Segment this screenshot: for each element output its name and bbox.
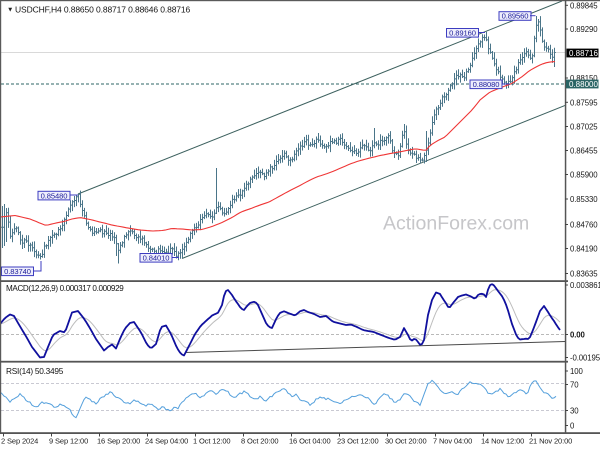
svg-text:14 Nov 12:00: 14 Nov 12:00 xyxy=(481,437,524,446)
svg-text:0.87595: 0.87595 xyxy=(570,98,598,107)
svg-text:2 Sep 2024: 2 Sep 2024 xyxy=(1,437,38,446)
svg-text:30 Oct 20:00: 30 Oct 20:00 xyxy=(385,437,427,446)
svg-text:0.89160: 0.89160 xyxy=(449,29,476,38)
svg-text:ActionForex.com: ActionForex.com xyxy=(383,213,529,235)
svg-text:0.89845: 0.89845 xyxy=(570,1,598,10)
svg-text:0.89560: 0.89560 xyxy=(502,12,529,21)
svg-text:8 Oct 20:00: 8 Oct 20:00 xyxy=(241,437,278,446)
svg-text:0.85480: 0.85480 xyxy=(41,191,68,200)
svg-text:9 Sep 12:00: 9 Sep 12:00 xyxy=(49,437,88,446)
svg-text:0.88716: 0.88716 xyxy=(569,49,598,58)
svg-text:30: 30 xyxy=(570,407,579,416)
svg-text:-0.00195: -0.00195 xyxy=(570,354,600,363)
svg-text:0.003861: 0.003861 xyxy=(570,281,600,290)
svg-text:24 Sep 04:00: 24 Sep 04:00 xyxy=(145,437,188,446)
svg-text:0.89290: 0.89290 xyxy=(570,25,598,34)
svg-text:16 Sep 20:00: 16 Sep 20:00 xyxy=(97,437,140,446)
svg-text:0.88150: 0.88150 xyxy=(570,74,598,83)
svg-text:1 Oct 12:00: 1 Oct 12:00 xyxy=(193,437,230,446)
svg-text:▼: ▼ xyxy=(7,7,13,14)
svg-text:0.87025: 0.87025 xyxy=(570,123,598,132)
svg-text:MACD(12,26,9) 0.000317 0.00092: MACD(12,26,9) 0.000317 0.000929 xyxy=(6,284,124,293)
svg-text:7 Nov 04:00: 7 Nov 04:00 xyxy=(433,437,472,446)
svg-text:70: 70 xyxy=(570,381,579,390)
svg-text:0.88000: 0.88000 xyxy=(569,80,598,89)
svg-text:0.84760: 0.84760 xyxy=(570,221,598,230)
svg-text:0.83635: 0.83635 xyxy=(570,270,598,279)
svg-text:100: 100 xyxy=(570,367,583,376)
svg-text:0.88080: 0.88080 xyxy=(473,80,500,89)
svg-text:0.85330: 0.85330 xyxy=(570,195,598,204)
svg-text:21 Nov 20:00: 21 Nov 20:00 xyxy=(529,437,572,446)
svg-text:23 Oct 12:00: 23 Oct 12:00 xyxy=(337,437,379,446)
svg-text:USDCHF,H4 0.88650 0.88717 0.8: USDCHF,H4 0.88650 0.88717 0.88646 0.8871… xyxy=(15,5,191,15)
svg-text:0.85900: 0.85900 xyxy=(570,171,598,180)
svg-text:0.83740: 0.83740 xyxy=(4,267,31,276)
svg-text:RSI(14) 50.3495: RSI(14) 50.3495 xyxy=(6,366,64,376)
svg-text:0.00: 0.00 xyxy=(570,331,586,340)
svg-text:0.84190: 0.84190 xyxy=(570,245,598,254)
svg-text:0.84010: 0.84010 xyxy=(143,254,170,263)
svg-text:0.86455: 0.86455 xyxy=(570,147,598,156)
svg-text:0: 0 xyxy=(570,422,575,431)
svg-text:16 Oct 04:00: 16 Oct 04:00 xyxy=(289,437,331,446)
